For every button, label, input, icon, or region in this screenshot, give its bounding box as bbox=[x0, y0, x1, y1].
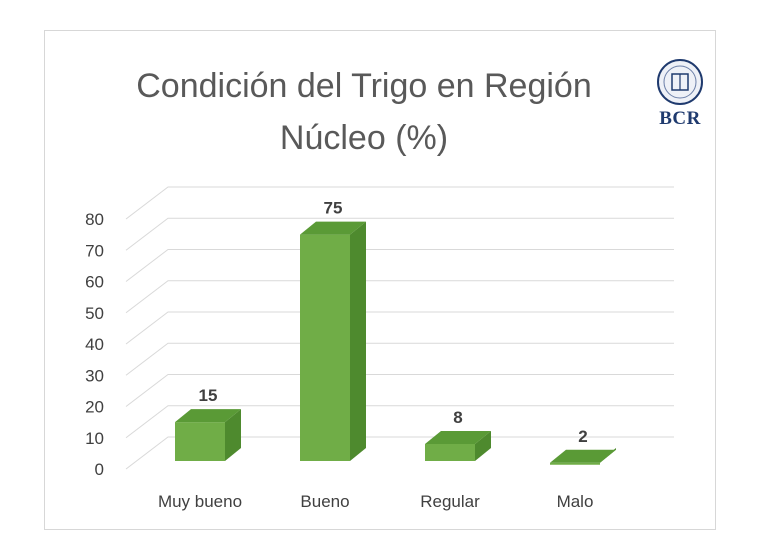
gridline bbox=[125, 374, 674, 407]
bar-front bbox=[550, 462, 600, 465]
y-tick-label: 50 bbox=[85, 304, 104, 323]
gridline bbox=[125, 405, 674, 439]
bar-front bbox=[300, 234, 350, 461]
category-label: Muy bueno bbox=[158, 492, 242, 511]
category-label: Regular bbox=[420, 492, 480, 511]
bcr-seal-icon bbox=[657, 59, 703, 105]
data-label: 2 bbox=[578, 427, 587, 446]
y-tick-label: 30 bbox=[85, 366, 104, 385]
gridline bbox=[125, 280, 674, 314]
y-axis: 0 10 20 30 40 50 60 70 80 bbox=[85, 210, 104, 479]
data-label: 8 bbox=[453, 408, 462, 427]
y-tick-label: 60 bbox=[85, 273, 104, 292]
chart-title: Condición del Trigo en Región Núcleo (%) bbox=[114, 60, 614, 164]
x-axis: Muy bueno Bueno Regular Malo bbox=[158, 492, 593, 511]
chart-title-line-1: Condición del Trigo en Región bbox=[136, 67, 592, 105]
category-label: Malo bbox=[557, 492, 594, 511]
gridline bbox=[125, 342, 674, 376]
bar-top bbox=[425, 431, 491, 444]
data-label: 75 bbox=[324, 199, 343, 218]
gridline bbox=[125, 249, 674, 282]
y-tick-label: 10 bbox=[85, 429, 104, 448]
data-label: 15 bbox=[199, 386, 218, 405]
gridline bbox=[125, 217, 674, 251]
bar-top bbox=[300, 221, 366, 235]
bar-side bbox=[225, 409, 241, 461]
gridline bbox=[125, 311, 674, 345]
y-tick-label: 20 bbox=[85, 398, 104, 417]
y-tick-label: 0 bbox=[95, 460, 104, 479]
category-label: Bueno bbox=[300, 492, 349, 511]
y-tick-label: 40 bbox=[85, 335, 104, 354]
bcr-logo-text: BCR bbox=[659, 108, 701, 129]
y-tick-label: 70 bbox=[85, 241, 104, 260]
bar-top bbox=[175, 409, 241, 423]
data-labels: 15 75 8 2 bbox=[199, 199, 588, 446]
gridline bbox=[125, 186, 674, 220]
bar-series bbox=[175, 221, 616, 465]
bar-side bbox=[350, 221, 366, 461]
bar-top bbox=[550, 449, 616, 463]
bar-side bbox=[475, 431, 491, 461]
grid-layer bbox=[125, 186, 674, 470]
bar-front bbox=[425, 444, 475, 461]
gridline bbox=[125, 436, 674, 470]
chart-title-line-2: Núcleo (%) bbox=[279, 119, 449, 157]
y-tick-label: 80 bbox=[85, 210, 104, 229]
bar-front bbox=[175, 422, 225, 461]
